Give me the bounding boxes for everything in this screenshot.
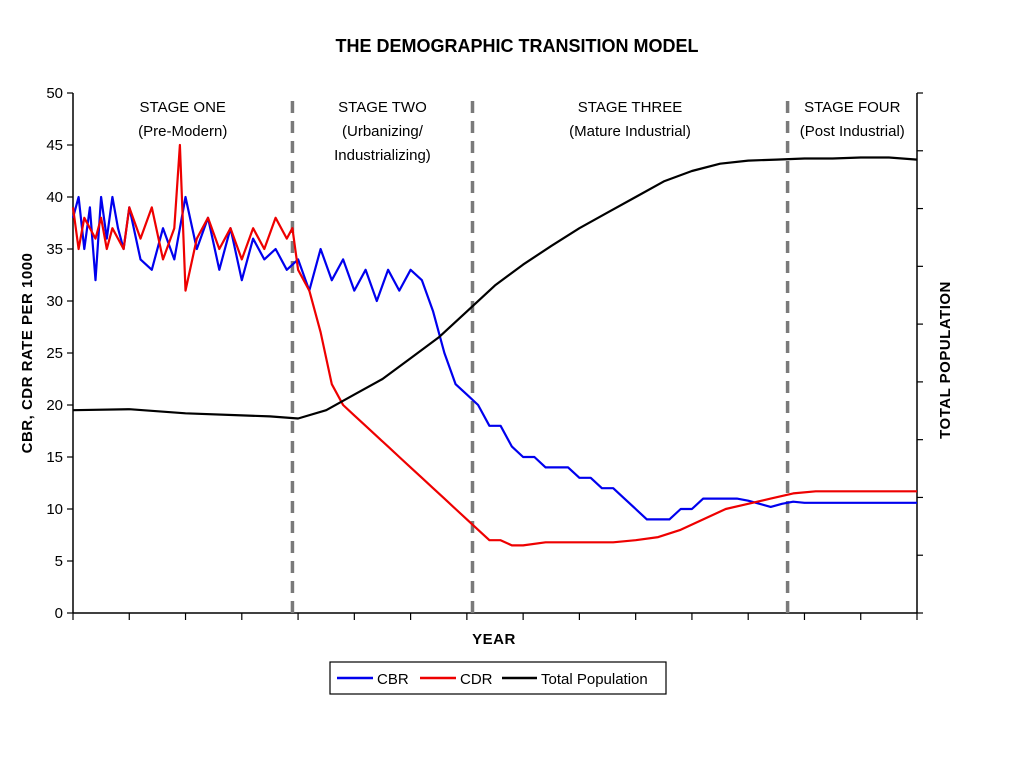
- y-tick-label: 10: [46, 501, 63, 518]
- stage-description: (Urbanizing/: [342, 123, 424, 140]
- y-axis-tick-labels: 0 5 10 15 20 25 30 35 40 45 50: [46, 85, 63, 622]
- legend-box: [329, 661, 667, 695]
- stage-name: STAGE TWO: [338, 99, 427, 116]
- y-tick-label: 15: [46, 449, 63, 466]
- y-tick-label: 35: [46, 241, 63, 258]
- y-tick-label: 30: [46, 293, 63, 310]
- y-tick-label: 45: [46, 137, 63, 154]
- chart-title: THE DEMOGRAPHIC TRANSITION MODEL: [336, 36, 699, 56]
- legend-label-cbr: CBR: [377, 671, 409, 688]
- legend-label-cdr: CDR: [460, 671, 493, 688]
- y-tick-label: 25: [46, 345, 63, 362]
- stage-name: STAGE FOUR: [804, 99, 901, 116]
- stage-name: STAGE THREE: [578, 99, 682, 116]
- stage-dividers: [290, 101, 790, 621]
- series-line-cbr: [71, 195, 917, 521]
- x-axis-label: YEAR: [472, 631, 516, 648]
- legend-label-total-population: Total Population: [541, 671, 648, 688]
- series-line-total-population: [72, 156, 918, 420]
- y-tick-label: 20: [46, 397, 63, 414]
- stage-description: (Post Industrial): [800, 123, 905, 140]
- stage-description: (Mature Industrial): [569, 123, 691, 140]
- series-lines: [71, 143, 918, 547]
- stage-description: Industrializing): [334, 147, 431, 164]
- legend: CBR CDR Total Population: [329, 661, 667, 695]
- stage-labels: STAGE ONE (Pre-Modern) STAGE TWO (Urbanizin…: [138, 99, 905, 164]
- series-line-cdr: [71, 143, 917, 547]
- y-tick-label: 40: [46, 189, 63, 206]
- secondary-axis-label: TOTAL POPULATION: [937, 281, 954, 439]
- y-tick-label: 50: [46, 85, 63, 102]
- y-axis-label: CBR, CDR RATE PER 1000: [19, 253, 36, 454]
- y-tick-label: 5: [55, 553, 63, 570]
- y-tick-label: 0: [55, 605, 63, 622]
- y-axis-ticks: [67, 92, 73, 614]
- x-axis-ticks: [72, 613, 918, 620]
- stage-name: STAGE ONE: [140, 99, 226, 116]
- secondary-axis-ticks: [917, 92, 923, 614]
- stage-description: (Pre-Modern): [138, 123, 227, 140]
